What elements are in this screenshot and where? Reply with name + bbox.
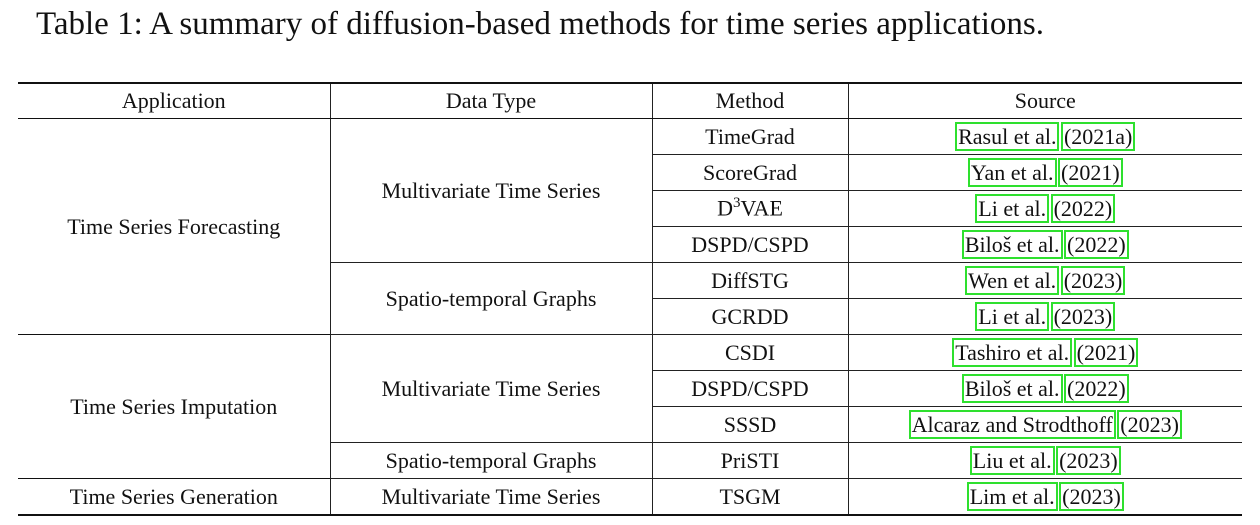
method-cell: TSGM — [651, 478, 849, 516]
citation-year[interactable]: (2022) — [1064, 229, 1129, 259]
method-cell: D3VAE — [651, 190, 849, 227]
citation-year[interactable]: (2023) — [1050, 301, 1116, 331]
header-cell: Data Type — [329, 82, 653, 119]
method-cell: PriSTI — [651, 442, 849, 479]
citation-author[interactable]: Li et al. — [975, 301, 1050, 331]
source-cell: Tashiro et al. (2021) — [847, 334, 1242, 371]
citation-author[interactable]: Wen et al. — [965, 265, 1060, 295]
method-cell: ScoreGrad — [651, 154, 849, 191]
row: DSPD/CSPD Biloš et al. (2022) — [18, 370, 1242, 407]
source-cell: Alcaraz and Strodthoff (2023) — [847, 406, 1242, 443]
citation-year[interactable]: (2021) — [1073, 337, 1139, 367]
citation-year[interactable]: (2021) — [1058, 157, 1123, 187]
source-cell: Biloš et al. (2022) — [847, 226, 1242, 263]
source-cell: Biloš et al. (2022) — [847, 370, 1242, 407]
citation-year[interactable]: (2022) — [1064, 373, 1129, 403]
row: Time Series Forecasting Multivariate Time… — [18, 118, 1242, 335]
method-cell: DSPD/CSPD — [651, 226, 849, 263]
method-cell: DSPD/CSPD — [651, 370, 849, 407]
citation-author[interactable]: Rasul et al. — [955, 121, 1060, 151]
source-cell: Li et al. (2023) — [847, 298, 1242, 335]
citation-author[interactable]: Lim et al. — [966, 481, 1058, 511]
source-cell: Yan et al. (2021) — [847, 154, 1242, 191]
citation-author[interactable]: Biloš et al. — [961, 229, 1063, 259]
method-cell: GCRDD — [651, 298, 849, 335]
source-cell: Liu et al. (2023) — [847, 442, 1242, 479]
citation-author[interactable]: Biloš et al. — [961, 373, 1063, 403]
row: SSSD Alcaraz and Strodthoff (2023) — [18, 406, 1242, 443]
citation-year[interactable]: (2023) — [1056, 445, 1121, 475]
citation-year[interactable]: (2023) — [1117, 409, 1182, 439]
caption: Table 1: A summary of diffusion-based me… — [36, 6, 1044, 42]
application-cell: Time Series Forecasting — [18, 118, 331, 335]
method-superscript: 3 — [733, 195, 741, 212]
citation-year[interactable]: (2023) — [1060, 265, 1126, 295]
citation-author[interactable]: Yan et al. — [967, 157, 1057, 187]
row: Spatio-temporal Graphs PriSTI Liu et al. (… — [18, 442, 1242, 479]
citation-author[interactable]: Alcaraz and Strodthoff — [908, 409, 1116, 439]
summary-table: Application Data Type Method Source Time Ser… — [18, 82, 1242, 516]
data-type-cell: Multivariate Time Series — [329, 118, 653, 263]
citation-year[interactable]: (2022) — [1050, 193, 1116, 223]
method-cell: CSDI — [651, 334, 849, 371]
method-cell: SSSD — [651, 406, 849, 443]
citation-author[interactable]: Li et al. — [975, 193, 1050, 223]
data-type-cell: Multivariate Time Series — [329, 334, 653, 443]
method-text: D — [717, 195, 733, 221]
source-cell: Rasul et al. (2021a) — [847, 118, 1242, 155]
row: Time Series Generation Multivariate Time … — [18, 478, 1242, 516]
source-cell: Wen et al. (2023) — [847, 262, 1242, 299]
source-cell: Lim et al. (2023) — [847, 478, 1242, 516]
header-cell: Method — [651, 82, 849, 119]
citation-author[interactable]: Liu et al. — [969, 445, 1055, 475]
citation-author[interactable]: Tashiro et al. — [952, 337, 1073, 367]
method-cell: DiffSTG — [651, 262, 849, 299]
header-cell: Source — [847, 82, 1242, 119]
citation-year[interactable]: (2023) — [1059, 481, 1124, 511]
row: D3VAE Li et al. (2022) — [18, 190, 1242, 227]
data-type-cell: Spatio-temporal Graphs — [329, 442, 653, 479]
citation-year[interactable]: (2021a) — [1060, 121, 1136, 151]
method-cell: TimeGrad — [651, 118, 849, 155]
method-text: VAE — [740, 195, 783, 221]
data-type-cell: Multivariate Time Series — [329, 478, 653, 516]
row: GCRDD Li et al. (2023) — [18, 298, 1242, 335]
row: Spatio-temporal Graphs DiffSTG Wen et al. … — [18, 262, 1242, 335]
header-row: Application Data Type Method Source — [18, 82, 1242, 119]
application-cell: Time Series Imputation — [18, 334, 331, 479]
row: ScoreGrad Yan et al. (2021) — [18, 154, 1242, 191]
header-cell: Application — [18, 82, 331, 119]
source-cell: Li et al. (2022) — [847, 190, 1242, 227]
application-cell: Time Series Generation — [18, 478, 331, 516]
data-type-cell: Spatio-temporal Graphs — [329, 262, 653, 335]
row: DSPD/CSPD Biloš et al. (2022) — [18, 226, 1242, 263]
row: Time Series Imputation Multivariate Time … — [18, 334, 1242, 479]
